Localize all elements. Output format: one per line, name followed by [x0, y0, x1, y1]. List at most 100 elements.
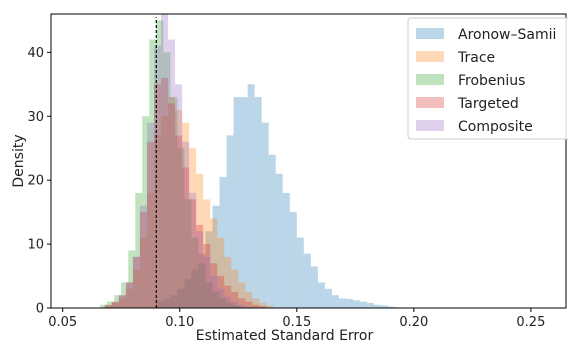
legend-label: Aronow–Samii [458, 27, 556, 43]
histogram-bar [118, 295, 126, 308]
histogram-bar [182, 122, 190, 308]
histogram-bar [161, 116, 169, 309]
histogram-bar [156, 20, 164, 309]
histogram-bar [388, 306, 396, 308]
histogram-bar [189, 192, 197, 308]
histogram-bar [210, 263, 218, 308]
histogram-bar [189, 199, 197, 308]
y-axis-ticks: 0 10 20 30 40 [27, 46, 51, 317]
histogram-bar [125, 282, 133, 308]
histogram-bar [296, 237, 304, 308]
histogram-bar [198, 253, 206, 308]
histogram-bar [226, 302, 234, 308]
legend-swatch [416, 97, 444, 108]
histogram-bars [100, 14, 403, 309]
histogram-bar [132, 256, 140, 308]
histogram-bar [217, 237, 225, 308]
legend: Aronow–Samii Trace Frobenius Targeted Compos… [407, 17, 568, 140]
histogram-bar [254, 97, 262, 308]
histogram-bar [121, 282, 129, 308]
histogram-bar [196, 224, 204, 308]
histogram-bar [132, 269, 140, 308]
series-targeted [104, 77, 267, 308]
histogram-bar [224, 256, 232, 308]
histogram-bar [118, 298, 126, 308]
histogram-bar [245, 306, 253, 308]
histogram-bar [170, 295, 178, 308]
histogram-bar [345, 299, 353, 308]
histogram-bar [303, 253, 311, 308]
histogram-bar [146, 141, 154, 308]
histogram-bar [367, 302, 375, 308]
histogram-bar [184, 279, 192, 308]
histogram-bar [374, 304, 382, 308]
histogram-bar [184, 199, 192, 308]
histogram-bar [212, 292, 220, 308]
histogram-bar [118, 295, 126, 308]
histogram-bar [177, 288, 185, 308]
series-frobenius [100, 20, 241, 309]
histogram-bar [168, 97, 176, 308]
legend-swatch [416, 74, 444, 85]
histogram-bar [238, 282, 246, 308]
series-aronow-samii [156, 84, 403, 308]
legend-frame [407, 17, 568, 140]
histogram-bar [231, 301, 239, 308]
x-tick-label: 0.20 [399, 315, 428, 330]
histogram-bar [259, 306, 267, 308]
histogram-bar [275, 173, 283, 308]
x-tick-label: 0.25 [516, 315, 545, 330]
histogram-bar [175, 84, 183, 308]
histogram-bar [196, 231, 204, 308]
histogram-bar [381, 305, 389, 308]
y-axis-label: Density [11, 134, 27, 187]
histogram-bar [177, 148, 185, 308]
histogram-bar [252, 304, 260, 308]
histogram-bar [205, 231, 213, 308]
y-tick-label: 0 [36, 302, 44, 317]
histogram-bar [182, 167, 190, 308]
histogram-bar [289, 212, 297, 308]
histogram-bar [210, 276, 218, 308]
histogram-bar [175, 135, 183, 308]
histogram-bar [163, 52, 171, 308]
histogram-bar [247, 84, 255, 308]
histogram-bar [203, 256, 211, 308]
histogram-bar [240, 97, 248, 308]
series-composite [104, 14, 253, 309]
histogram-bar [245, 292, 253, 308]
histogram-bar [111, 302, 119, 308]
histogram-bar [217, 276, 225, 308]
series-trace [104, 97, 274, 309]
plot-frame [50, 13, 567, 309]
legend-label: Composite [458, 119, 533, 135]
histogram-bar [203, 199, 211, 308]
legend-label: Targeted [457, 96, 519, 112]
histogram-bar [233, 97, 241, 308]
legend-label: Trace [457, 50, 495, 66]
histogram-bar [149, 39, 157, 308]
histogram-bar [125, 288, 133, 308]
y-tick-label: 10 [27, 238, 44, 253]
histogram-bar [360, 301, 368, 308]
histogram-bar [231, 292, 239, 308]
histogram-bar [128, 250, 136, 308]
histogram-bar [182, 141, 190, 308]
histogram-bar [238, 304, 246, 308]
histogram-bar [168, 103, 176, 308]
histogram-bar [217, 288, 225, 308]
histogram-bar [132, 256, 140, 308]
x-axis-label: Estimated Standard Error [196, 328, 374, 343]
histogram-bar [191, 237, 199, 308]
histogram-bar [168, 39, 176, 308]
legend-swatch [416, 51, 444, 62]
histogram-bar [259, 302, 267, 308]
histogram-bar [154, 45, 162, 309]
histogram-bar [154, 84, 162, 308]
histogram-bar [163, 298, 171, 308]
x-tick-label: 0.10 [165, 315, 194, 330]
histogram-bar [139, 205, 147, 308]
histogram-bar [156, 301, 164, 308]
histogram-bar [189, 148, 197, 308]
histogram-bar [104, 305, 112, 308]
